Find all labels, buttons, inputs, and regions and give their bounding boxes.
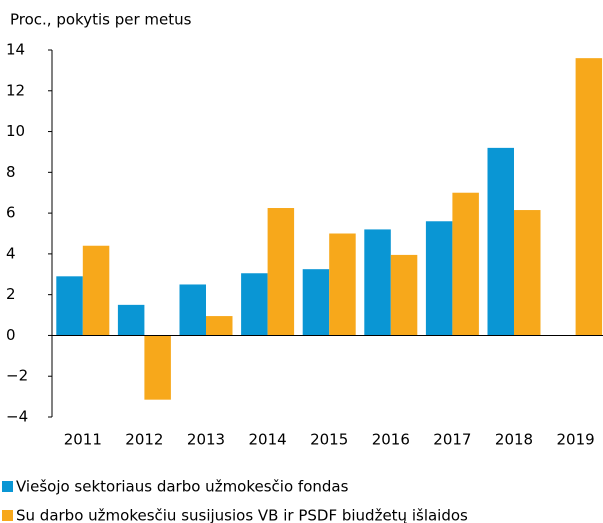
bar [82, 245, 110, 336]
legend-label: Su darbo užmokesčiu susijusios VB ir PSD… [16, 507, 468, 523]
x-tick-label: 2015 [310, 431, 348, 449]
y-tick-label: −2 [6, 367, 28, 385]
x-tick-label: 2012 [125, 431, 163, 449]
bar [575, 58, 603, 336]
bar [452, 192, 479, 336]
bar [56, 276, 83, 336]
bar [514, 210, 541, 336]
legend-label: Viešojo sektoriaus darbo užmokesčio fond… [16, 478, 349, 496]
x-tick-label: 2019 [557, 431, 595, 449]
y-tick-label: 2 [6, 285, 16, 303]
y-axis-label: Proc., pokytis per metus [10, 11, 192, 29]
x-tick-label: 2013 [187, 431, 225, 449]
y-tick-label: 6 [6, 204, 16, 222]
y-tick-label: 14 [6, 41, 25, 59]
bar [267, 208, 295, 336]
y-tick-label: 4 [6, 244, 16, 262]
x-tick-label: 2017 [433, 431, 471, 449]
bar [487, 147, 514, 336]
bar [390, 254, 418, 336]
bar [241, 273, 268, 336]
y-tick-label: 0 [6, 326, 16, 344]
bar [425, 221, 453, 336]
bar [302, 269, 330, 336]
x-tick-label: 2016 [372, 431, 410, 449]
y-tick-label: 10 [6, 122, 25, 140]
y-tick-label: −4 [6, 408, 28, 426]
bar [206, 316, 233, 336]
bar [117, 304, 145, 336]
y-tick-label: 8 [6, 163, 16, 181]
x-tick-label: 2011 [64, 431, 102, 449]
legend-swatch [2, 481, 13, 492]
bar [364, 229, 391, 336]
x-tick-label: 2014 [249, 431, 287, 449]
bar [179, 284, 206, 336]
y-tick-label: 12 [6, 81, 25, 99]
x-tick-label: 2018 [495, 431, 533, 449]
bar [144, 335, 171, 400]
legend-swatch [2, 510, 13, 521]
bar [329, 233, 356, 336]
